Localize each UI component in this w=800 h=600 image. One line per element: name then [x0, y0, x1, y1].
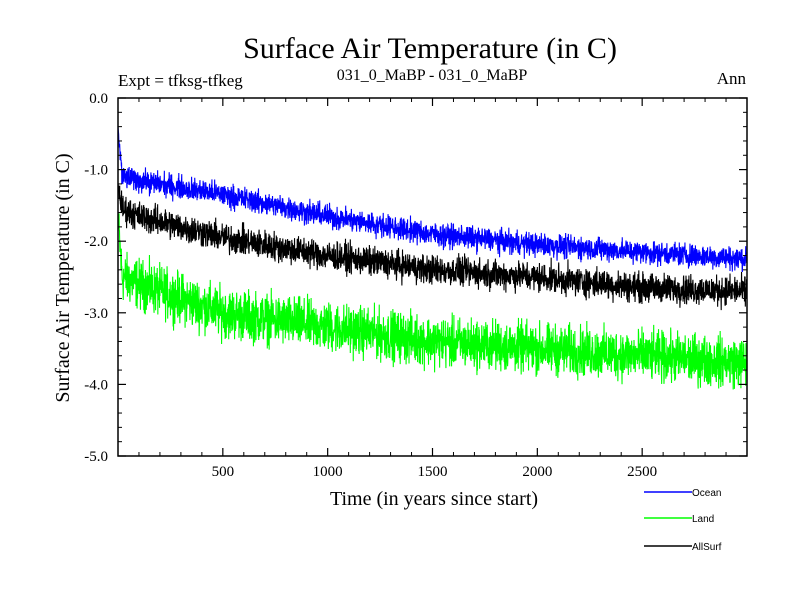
y-tick-label: -2.0 — [84, 234, 108, 250]
experiment-label: Expt = tfksg-tfkeg — [118, 71, 243, 90]
season-label: Ann — [717, 69, 747, 88]
chart-title: Surface Air Temperature (in C) — [243, 32, 617, 65]
x-tick-label: 1500 — [418, 464, 448, 480]
y-tick-label: -4.0 — [84, 377, 108, 393]
series-line-ocean — [117, 126, 748, 272]
y-tick-label: -3.0 — [84, 306, 108, 322]
period-label: 031_0_MaBP - 031_0_MaBP — [337, 67, 528, 84]
legend-label-ocean: Ocean — [692, 488, 721, 499]
legend-label-allsurf: AllSurf — [692, 542, 722, 553]
x-tick-label: 1000 — [313, 464, 343, 480]
x-tick-label: 2000 — [522, 464, 552, 480]
y-axis-label: Surface Air Temperature (in C) — [52, 153, 74, 402]
ticks-group: 500 1000 1500 2000 2500 0.0 -1.0 -2.0 -3.0 -4.0 -5… — [84, 91, 747, 480]
x-tick-label: 500 — [212, 464, 235, 480]
series-line-allsurf — [117, 183, 748, 311]
y-tick-label: -1.0 — [84, 163, 108, 179]
x-axis-label: Time (in years since start) — [330, 488, 538, 510]
y-tick-label: 0.0 — [89, 91, 108, 107]
y-tick-label: -5.0 — [84, 449, 108, 465]
series-line-land — [117, 213, 748, 390]
series-group — [117, 126, 748, 390]
legend: Ocean Land AllSurf — [644, 488, 722, 553]
legend-label-land: Land — [692, 514, 714, 525]
x-tick-label: 2500 — [627, 464, 657, 480]
